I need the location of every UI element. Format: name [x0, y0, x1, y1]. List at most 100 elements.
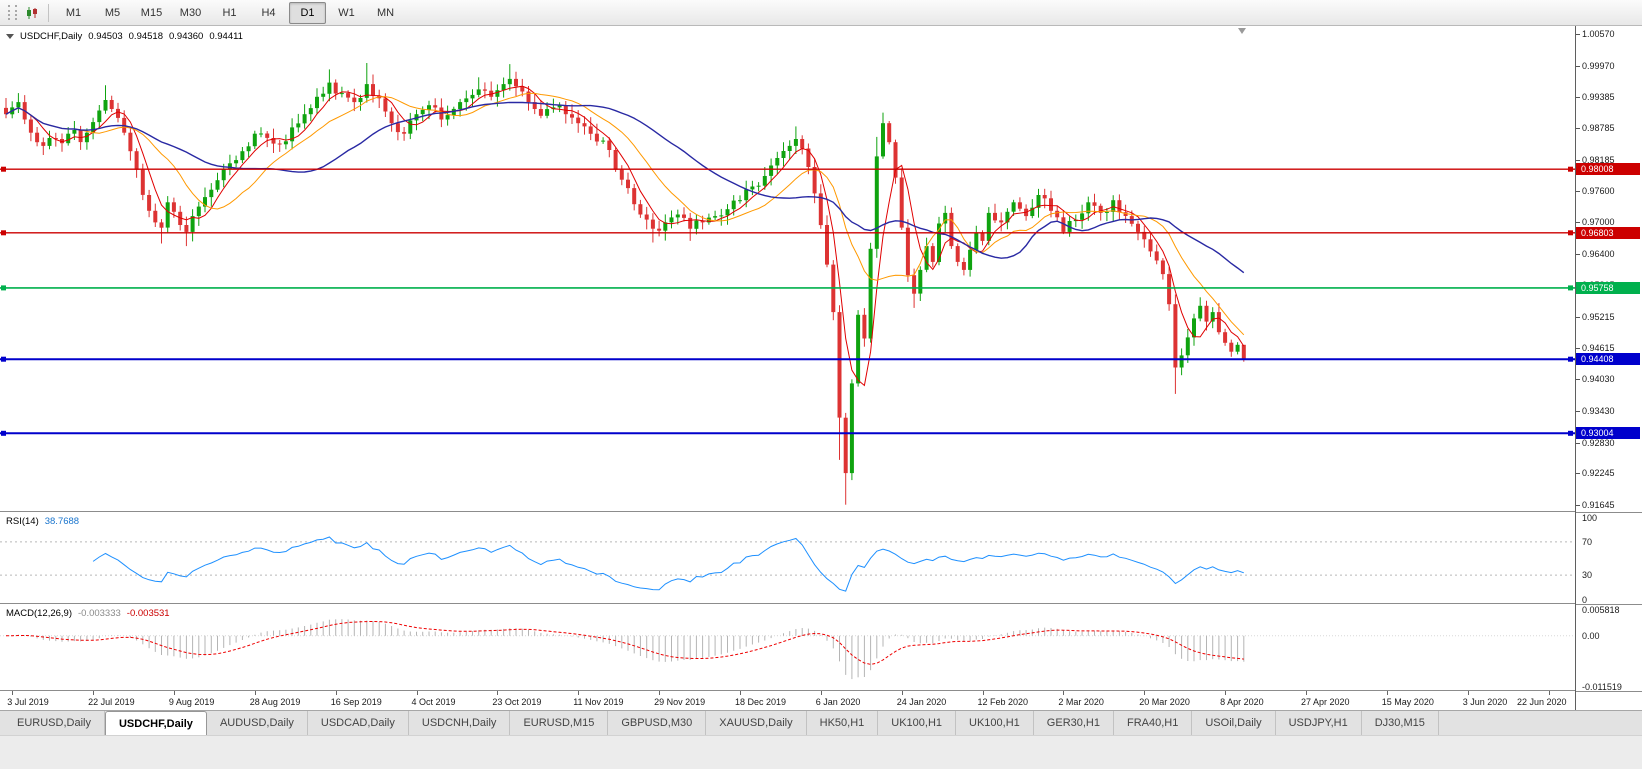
time-axis-tick — [416, 691, 418, 695]
ohlc-close: 0.94411 — [209, 31, 243, 42]
chart-title: USDCHF,Daily 0.94503 0.94518 0.94360 0.9… — [6, 31, 243, 42]
chart-tab-xauusd-daily[interactable]: XAUUSD,Daily — [706, 711, 807, 735]
time-axis-tick — [740, 691, 741, 695]
price-axis-label: 0.91645 — [1582, 500, 1615, 510]
timeframe-button-m1[interactable]: M1 — [65, 6, 82, 19]
timeframe-button-h1[interactable]: H1 — [222, 6, 237, 19]
time-axis-tick — [659, 691, 661, 695]
price-axis-label: 0.98785 — [1582, 123, 1615, 134]
scale-tick — [1576, 348, 1580, 350]
rsi-axis-label: 100 — [1582, 513, 1598, 523]
scale-separator — [1576, 604, 1642, 605]
chart-tabs-bar: EURUSD,Daily USDCHF,Daily AUDUSD,Daily USDC… — [0, 710, 1642, 735]
price-level-badge: 0.96803 — [1576, 226, 1640, 239]
time-axis-label: 4 Oct 2019 — [411, 697, 456, 707]
chart-tab-usdcnh-daily[interactable]: USDCNH,Daily — [409, 711, 511, 735]
timeframe-button-m5[interactable]: M5 — [104, 6, 121, 19]
price-level-badge: 0.98008 — [1576, 163, 1640, 176]
rsi-plot[interactable] — [0, 512, 1575, 603]
time-axis-label: 23 Oct 2019 — [492, 697, 542, 707]
macd-panel: MACD(12,26,9) -0.003333 -0.003531 — [0, 604, 1575, 691]
time-axis-label: 18 Dec 2019 — [735, 697, 787, 707]
chart-tab-ger30-h1[interactable]: GER30,H1 — [1034, 711, 1114, 735]
toolbar-separator — [48, 3, 49, 22]
chart-tab-uk100-h1[interactable]: UK100,H1 — [956, 711, 1034, 735]
rsi-axis-label: 30 — [1582, 570, 1593, 581]
macd-chart[interactable] — [0, 604, 1575, 691]
chart-tab-usoil-daily[interactable]: USOil,Daily — [1192, 711, 1276, 735]
time-axis-tick — [982, 691, 984, 695]
timeframe-button-mn[interactable]: MN — [376, 6, 395, 19]
chart-tab-uk100-h1[interactable]: UK100,H1 — [878, 711, 957, 735]
ohlc-open: 0.94503 — [88, 31, 123, 42]
time-axis-tick — [254, 691, 256, 695]
timeframe-button-d1[interactable]: D1 — [289, 1, 326, 24]
price-axis-label: 0.94030 — [1582, 374, 1615, 385]
time-axis-label: 8 Apr 2020 — [1220, 697, 1264, 707]
time-axis-label: 3 Jun 2020 — [1462, 697, 1508, 707]
macd-plot[interactable] — [0, 604, 1575, 690]
rsi-axis-label: 0 — [1582, 595, 1588, 605]
scale-tick — [1576, 222, 1580, 224]
price-axis-label: 0.97000 — [1582, 217, 1615, 228]
chart-tab-eurusd-daily[interactable]: EURUSD,Daily — [4, 711, 105, 735]
candlestick-chart[interactable] — [0, 26, 1575, 512]
chart-tab-usdjpy-h1[interactable]: USDJPY,H1 — [1276, 711, 1362, 735]
chart-shift-marker[interactable] — [1238, 28, 1246, 34]
scale-tick — [1576, 190, 1580, 192]
rsi-label: RSI(14) 38.7688 — [6, 516, 79, 527]
time-axis-label: 24 Jan 2020 — [896, 697, 947, 707]
chart-tab-hk50-h1[interactable]: HK50,H1 — [807, 711, 879, 735]
chart-tab-audusd-daily[interactable]: AUDUSD,Daily — [207, 711, 308, 735]
chart-symbol-label: USDCHF,Daily — [20, 31, 83, 42]
chart-tab-dj30-m15[interactable]: DJ30,M15 — [1362, 711, 1439, 735]
macd-signal-value: -0.003531 — [126, 608, 170, 619]
time-axis-tick — [173, 691, 175, 695]
timeframe-button-group: M1 M5 M15 M30 H1 H4 D1 W1 MN — [54, 1, 405, 24]
ohlc-low: 0.94360 — [168, 31, 204, 42]
price-axis-label: 0.95215 — [1582, 311, 1615, 322]
chart-tab-fra40-h1[interactable]: FRA40,H1 — [1114, 711, 1193, 735]
symbol-dropdown-icon[interactable] — [6, 34, 14, 39]
price-axis-label: 0.98185 — [1582, 154, 1615, 165]
rsi-chart[interactable] — [0, 512, 1575, 604]
time-axis-label: 29 Nov 2019 — [654, 697, 706, 707]
timeframe-button-m15[interactable]: M15 — [140, 6, 163, 19]
candlestick-glyph — [27, 6, 37, 19]
scale-tick — [1576, 254, 1580, 256]
rsi-axis-label: 70 — [1582, 536, 1593, 547]
chart-tab-usdchf-daily[interactable]: USDCHF,Daily — [104, 711, 207, 735]
chart-tab-gbpusd-m30[interactable]: GBPUSD,M30 — [608, 711, 707, 735]
candlestick-plot[interactable] — [0, 26, 1575, 511]
time-axis-label: 27 Apr 2020 — [1301, 697, 1350, 707]
toolbar-grip[interactable] — [8, 5, 17, 20]
scale-tick — [1576, 410, 1580, 412]
scale-tick — [1576, 159, 1580, 161]
scale-tick — [1576, 65, 1580, 67]
timeframes-toolbar: M1 M5 M15 M30 H1 H4 D1 W1 MN — [0, 0, 1642, 26]
price-axis-label: 0.99385 — [1582, 91, 1615, 102]
price-scale[interactable]: 1.00570 0.99970 0.99385 0.98785 0.98185 0.976… — [1575, 26, 1642, 710]
macd-axis-label: -0.011519 — [1582, 682, 1622, 692]
price-axis-label: 0.97600 — [1582, 185, 1615, 196]
scale-tick — [1576, 96, 1580, 98]
time-axis-tick — [1225, 691, 1227, 695]
chart-type-icon[interactable] — [23, 4, 41, 22]
time-axis-tick — [497, 691, 499, 695]
time-axis-tick — [820, 691, 822, 695]
price-axis-label: 0.99970 — [1582, 60, 1615, 71]
time-axis-label: 28 Aug 2019 — [249, 697, 301, 707]
price-axis-label: 0.92245 — [1582, 468, 1615, 479]
price-axis-label: 0.93430 — [1582, 405, 1615, 416]
timeframe-button-h4[interactable]: H4 — [261, 6, 276, 19]
timeframe-button-w1[interactable]: W1 — [338, 6, 355, 19]
price-axis-label: 0.92830 — [1582, 437, 1615, 448]
scale-tick — [1576, 505, 1580, 506]
chart-tab-eurusd-m15[interactable]: EURUSD,M15 — [510, 711, 609, 735]
rsi-name: RSI(14) — [6, 516, 39, 527]
timeframe-button-m30[interactable]: M30 — [179, 6, 202, 19]
scale-separator — [1576, 691, 1642, 692]
chart-tab-usdcad-daily[interactable]: USDCAD,Daily — [308, 711, 409, 735]
time-axis[interactable]: 3 Jul 2019 22 Jul 2019 9 Aug 2019 28 Aug 20… — [0, 691, 1575, 710]
